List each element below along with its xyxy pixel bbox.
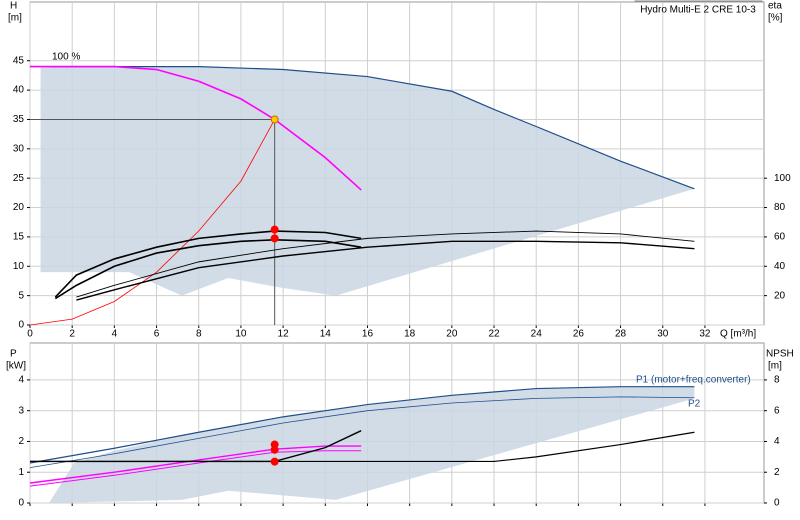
- y2-tick-label: 4: [774, 436, 780, 447]
- y-unit: [m]: [8, 13, 22, 24]
- y-tick-label: 3: [18, 405, 24, 416]
- y-tick-label: 0: [18, 320, 24, 331]
- curve: [51, 65, 695, 190]
- y-tick-label: 35: [13, 114, 25, 125]
- y-tick-label: 2: [18, 436, 24, 447]
- curve: [29, 450, 362, 487]
- point: [270, 115, 279, 124]
- y-tick-label: 20: [13, 202, 25, 213]
- y2-tick-label: 60: [774, 232, 786, 243]
- y2-unit: [%]: [768, 13, 783, 24]
- x-tick-label: 0: [27, 329, 33, 340]
- y2-tick-label: 20: [774, 290, 786, 301]
- y-tick-label: 1: [18, 467, 24, 478]
- y-tick-label: 30: [13, 143, 25, 154]
- y-tick-label: 25: [13, 173, 25, 184]
- y2-tick-label: 0: [774, 498, 780, 509]
- y-label: H: [10, 1, 17, 12]
- chart-title: Hydro Multi-E 2 CRE 10-3: [640, 5, 756, 16]
- point: [270, 225, 279, 234]
- curve: [54, 230, 362, 298]
- x-tick-label: 24: [531, 329, 543, 340]
- y2-tick-label: 6: [774, 405, 780, 416]
- y2-label: eta: [768, 1, 782, 12]
- y2-unit: [m]: [768, 361, 782, 372]
- x-tick-label: 28: [615, 329, 627, 340]
- x-tick-label: 6: [154, 329, 160, 340]
- curve: [76, 240, 695, 301]
- point: [270, 445, 279, 454]
- x-label: Q [m³/h]: [720, 329, 756, 340]
- x-tick-label: 8: [196, 329, 202, 340]
- y2-tick-label: 2: [774, 467, 780, 478]
- curve: [29, 386, 695, 464]
- y-tick-label: 15: [13, 232, 25, 243]
- curve: [29, 445, 362, 484]
- curve: [30, 65, 362, 191]
- y-unit: [kW]: [6, 361, 26, 372]
- y2-tick-label: 40: [774, 261, 786, 272]
- y-tick-label: 0: [18, 498, 24, 509]
- annotation: P2: [688, 399, 701, 410]
- y-tick-label: 4: [18, 375, 24, 386]
- point: [270, 457, 279, 466]
- x-tick-label: 10: [235, 329, 247, 340]
- y-tick-label: 10: [13, 261, 25, 272]
- curve: [29, 119, 276, 326]
- x-tick-label: 32: [699, 329, 711, 340]
- x-tick-label: 2: [69, 329, 75, 340]
- y2-tick-label: 80: [774, 202, 786, 213]
- x-tick-label: 20: [446, 329, 458, 340]
- curve: [76, 230, 695, 298]
- y-tick-label: 5: [18, 290, 24, 301]
- point: [270, 234, 279, 243]
- x-tick-label: 26: [573, 329, 585, 340]
- x-tick-label: 14: [320, 329, 332, 340]
- annotation: 100 %: [52, 52, 80, 63]
- y2-label: NPSH: [766, 349, 794, 360]
- y2-tick-label: 100: [774, 173, 791, 184]
- x-tick-label: 18: [404, 329, 416, 340]
- y-tick-label: 40: [13, 85, 25, 96]
- y-tick-label: 45: [13, 55, 25, 66]
- x-tick-label: 4: [112, 329, 118, 340]
- x-tick-label: 30: [657, 329, 669, 340]
- y2-tick-label: 8: [774, 375, 780, 386]
- x-tick-label: 22: [488, 329, 500, 340]
- x-tick-label: 16: [362, 329, 374, 340]
- curve: [54, 239, 362, 300]
- envelope-area: [48, 386, 695, 503]
- curve: [30, 431, 695, 463]
- annotation: P1 (motor+freq.converter): [636, 375, 751, 386]
- y-label: P: [10, 349, 17, 360]
- x-tick-label: 12: [278, 329, 290, 340]
- curve: [29, 396, 695, 469]
